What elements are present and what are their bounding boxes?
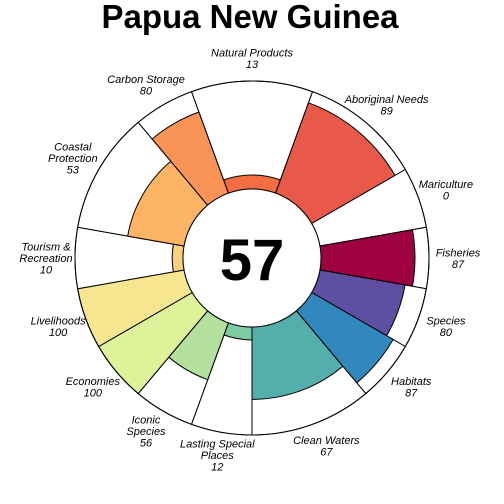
petal-tourism-recreation — [171, 243, 185, 273]
petal-label-line: Iconic — [132, 415, 161, 427]
petal-label-line: Mariculture — [419, 179, 473, 191]
petal-value-label: 80 — [140, 86, 153, 98]
petal-label-species: Species 80 — [426, 316, 466, 340]
petal-label-economies: Economies 100 — [66, 376, 121, 400]
petal-label-coastal-protection: Coastal Protection 53 — [48, 142, 98, 177]
petal-label-natural-products: Natural Products 13 — [211, 47, 293, 71]
petal-value-label: 13 — [246, 59, 259, 71]
petal-label-line: Habitats — [391, 376, 432, 388]
petal-label-fisheries: Fisheries 87 — [436, 247, 481, 271]
petal-label-line: Livelihoods — [31, 316, 87, 328]
petal-label-iconic-species: Iconic Species 56 — [126, 415, 166, 450]
petal-value-label: 56 — [140, 438, 153, 450]
petal-label-line: Recreation — [19, 253, 72, 265]
petal-label-line: Fisheries — [436, 247, 481, 259]
petal-label-line: Natural Products — [211, 47, 293, 59]
petal-label-aboriginal-needs: Aboriginal Needs 89 — [344, 94, 429, 118]
petal-label-line: Aboriginal Needs — [344, 94, 429, 106]
petal-label-lasting-special-places: Lasting Special Places 12 — [180, 439, 255, 474]
chart-title: Papua New Guinea — [101, 0, 399, 35]
petal-value-label: 87 — [452, 259, 465, 271]
petal-value-label: 100 — [49, 327, 68, 339]
petal-label-line: Clean Waters — [293, 435, 360, 447]
petal-value-label: 53 — [67, 165, 80, 177]
center-score: 57 — [220, 228, 285, 293]
petal-value-label: 67 — [320, 447, 333, 459]
petal-value-label: 89 — [380, 106, 392, 118]
petal-label-carbon-storage: Carbon Storage 80 — [107, 74, 185, 98]
petal-label-clean-waters: Clean Waters 67 — [293, 435, 360, 459]
inner-circle — [182, 188, 322, 328]
petal-label-line: Species — [126, 426, 166, 438]
petal-label-line: Economies — [66, 376, 121, 388]
petal-value-label: 0 — [443, 190, 450, 202]
petal-label-habitats: Habitats 87 — [391, 376, 432, 400]
petal-value-label: 80 — [440, 327, 453, 339]
petal-label-line: Places — [201, 450, 235, 462]
petal-value-label: 100 — [84, 387, 103, 399]
petal-label-line: Protection — [48, 153, 98, 165]
petal-label-mariculture: Mariculture 0 — [419, 179, 473, 203]
petal-label-livelihoods: Livelihoods 100 — [31, 316, 87, 340]
petal-label-line: Carbon Storage — [107, 74, 185, 86]
petal-label-line: Species — [426, 316, 466, 328]
petal-value-label: 12 — [211, 462, 223, 474]
petal-value-label: 87 — [405, 387, 418, 399]
petal-label-tourism-recreation: Tourism & Recreation 10 — [19, 242, 72, 277]
petal-label-line: Tourism & — [21, 242, 70, 254]
petal-label-line: Coastal — [54, 142, 92, 154]
petal-value-label: 10 — [40, 265, 53, 277]
petal-label-line: Lasting Special — [180, 439, 255, 451]
outer-circle — [74, 80, 430, 436]
